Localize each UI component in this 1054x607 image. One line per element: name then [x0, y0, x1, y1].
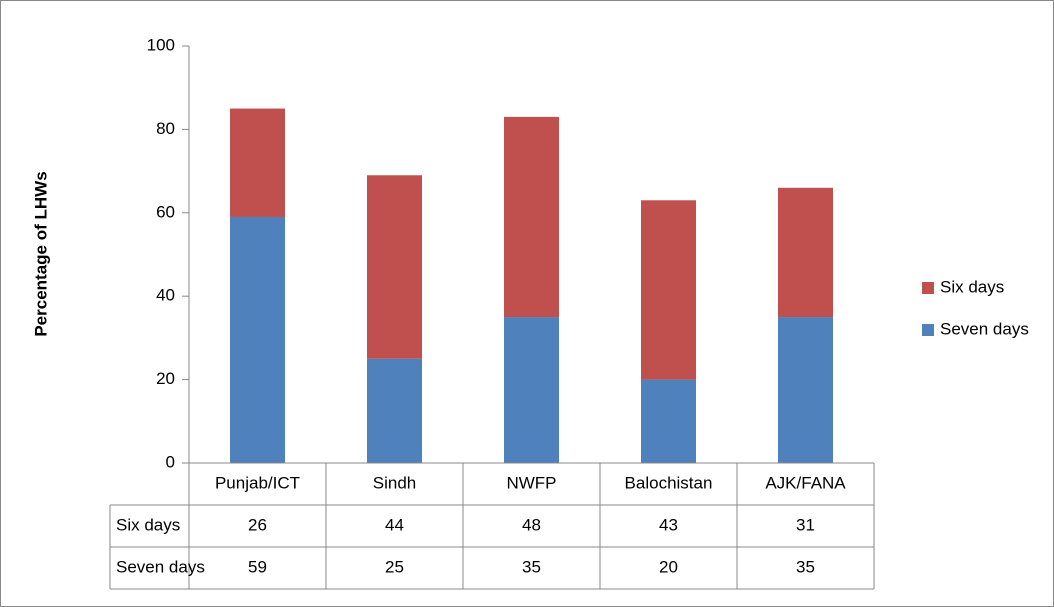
table-value: 44: [385, 515, 404, 534]
table-value: 43: [659, 515, 678, 534]
x-tick-label: Punjab/ICT: [215, 473, 300, 492]
bar-segment: [778, 187, 833, 318]
y-tick-label: 60: [156, 202, 175, 221]
legend-label: Six days: [940, 277, 1004, 296]
table-value: 35: [796, 557, 815, 576]
bar-segment: [230, 216, 285, 463]
y-tick-label: 80: [156, 119, 175, 138]
bar-segment: [367, 358, 422, 463]
table-value: 59: [248, 557, 267, 576]
y-tick-label: 40: [156, 286, 175, 305]
table-row-label: Seven days: [116, 557, 205, 576]
table-value: 31: [796, 515, 815, 534]
table-value: 35: [522, 557, 541, 576]
bar-segment: [641, 379, 696, 463]
bar-segment: [641, 200, 696, 380]
legend-swatch: [922, 324, 934, 336]
table-value: 25: [385, 557, 404, 576]
x-tick-label: AJK/FANA: [765, 473, 846, 492]
y-axis-label: Percentage of LHWs: [31, 171, 50, 336]
legend-label: Seven days: [940, 319, 1029, 338]
bar-segment: [367, 175, 422, 359]
y-tick-label: 20: [156, 369, 175, 388]
bar-segment: [778, 317, 833, 463]
bar-segment: [230, 108, 285, 217]
bar-segment: [504, 116, 559, 318]
table-row-label: Six days: [116, 515, 180, 534]
y-tick-label: 0: [166, 452, 175, 471]
x-tick-label: NWFP: [506, 473, 556, 492]
x-tick-label: Sindh: [373, 473, 416, 492]
table-value: 26: [248, 515, 267, 534]
legend-swatch: [922, 282, 934, 294]
table-value: 20: [659, 557, 678, 576]
x-tick-label: Balochistan: [625, 473, 713, 492]
bar-segment: [504, 317, 559, 463]
y-tick-label: 100: [147, 35, 175, 54]
table-value: 48: [522, 515, 541, 534]
